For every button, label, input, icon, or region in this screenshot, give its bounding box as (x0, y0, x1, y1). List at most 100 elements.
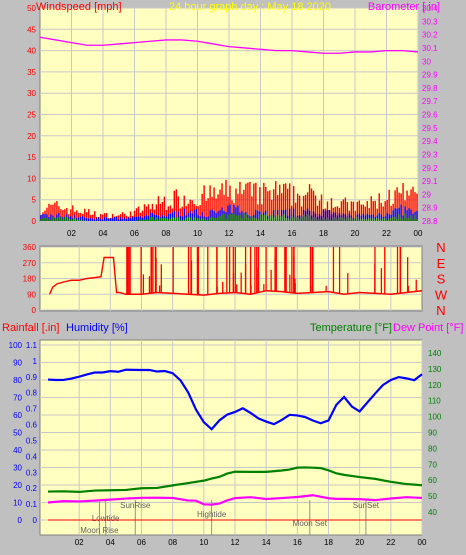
dewpoint-axis-label: Dew Point [°F] (393, 322, 463, 334)
humidity-tick-label: 0 (18, 516, 23, 525)
barometer-tick-label: 29.8 (422, 84, 438, 93)
temperature-tick-label: 50 (428, 492, 437, 501)
windspeed-axis-label: Windspeed [mph] (36, 1, 122, 13)
wind-direction-panel: 0 N 90 W 180 S 270 E 360 N (23, 240, 448, 318)
series-line-0 (47, 368, 423, 431)
wind-time-tick-label: 20 (351, 229, 360, 238)
humidity-tick-label: 80 (13, 376, 22, 385)
temperature-axis-label: Temperature [°F] (310, 322, 392, 334)
rainfall-tick-label: 0.8 (26, 389, 38, 398)
windspeed-tick-label: 15 (27, 153, 36, 162)
barometer-tick-label: 29.3 (422, 150, 438, 159)
temperature-tick-label: 40 (428, 508, 437, 517)
rainfall-tick-label: 0.1 (26, 500, 38, 509)
humidity-tick-label: 60 (13, 411, 22, 420)
temp-time-tick-label: 06 (137, 538, 146, 547)
temp-time-tick-label: 16 (293, 538, 302, 547)
humidity-axis-label: Humidity [%] (66, 322, 128, 334)
direction-series (48, 247, 423, 296)
barometer-tick-label: 29.5 (422, 124, 438, 133)
wind-time-tick-label: 02 (67, 229, 76, 238)
humidity-tick-label: 50 (13, 429, 22, 438)
temp-time-tick-label: 12 (231, 538, 240, 547)
barometer-tick-label: 29.6 (422, 111, 438, 120)
temp-time-tick-label: 08 (168, 538, 177, 547)
rainfall-axis-label: Rainfall [.in] (2, 322, 59, 334)
windspeed-tick-label: 40 (27, 47, 36, 56)
barometer-tick-label: 30.3 (422, 17, 438, 26)
rainfall-tick-label: 0.3 (26, 468, 38, 477)
temperature-tick-label: 110 (428, 397, 441, 406)
temp-time-tick-label: 18 (324, 538, 333, 547)
wind-barometer-panel: 0 5 10 15 20 25 30 35 40 45 50 28.8 28.9 29 29.1 29.2 29… (27, 1, 440, 238)
event-label: Moon Rise (80, 526, 119, 535)
barometer-tick-label: 29.1 (422, 177, 438, 186)
barometer-tick-label: 29.9 (422, 71, 438, 80)
rainfall-tick-label: 0 (33, 516, 38, 525)
direction-tick-label: 180 (23, 275, 37, 284)
humidity-tick-label: 10 (13, 499, 22, 508)
direction-tick-label: 270 (23, 259, 37, 268)
temp-time-tick-label: 22 (386, 538, 395, 547)
windspeed-tick-label: 50 (27, 4, 36, 13)
temperature-tick-label: 60 (428, 476, 437, 485)
barometer-tick-label: 30 (422, 57, 431, 66)
compass-label: E (437, 256, 446, 271)
rainfall-tick-label: 0.7 (26, 405, 38, 414)
rainfall-tick-label: 0.9 (26, 373, 38, 382)
temperature-tick-label: 130 (428, 365, 442, 374)
event-label: Moon Set (293, 519, 328, 528)
wind-time-tick-label: 04 (99, 229, 108, 238)
direction-tick-label: 360 (23, 243, 37, 252)
wind-direction-line (48, 256, 423, 296)
event-label: Hightide (197, 510, 227, 519)
wind-time-tick-label: 22 (382, 229, 391, 238)
event-label: Lowtide (92, 514, 120, 523)
humidity-tick-label: 90 (13, 359, 22, 368)
temp-time-tick-label: 20 (355, 538, 364, 547)
windspeed-tick-label: 35 (27, 68, 36, 77)
temperature-tick-label: 140 (428, 349, 442, 358)
temperature-tick-label: 120 (428, 381, 442, 390)
barometer-tick-label: 30.1 (422, 44, 438, 53)
barometer-tick-label: 30.4 (422, 4, 438, 13)
compass-label: N (436, 240, 445, 255)
wind-time-tick-label: 08 (162, 229, 171, 238)
event-label: SunRise (120, 501, 151, 510)
wind-time-tick-label: 06 (130, 229, 139, 238)
wind-time-tick-label: 18 (319, 229, 328, 238)
humidity-tick-label: 100 (9, 341, 23, 350)
barometer-axis-label: Barometer [ in] (368, 1, 440, 13)
wind-time-tick-label: 00 (414, 229, 423, 238)
barometer-tick-label: 28.9 (422, 204, 438, 213)
barometer-line (39, 36, 419, 54)
wind-series (39, 36, 419, 221)
humidity-tick-label: 40 (13, 446, 22, 455)
rainfall-tick-label: 0.6 (26, 421, 38, 430)
temp-ticks: 010203040506070809010000.10.20.30.40.50.… (9, 341, 442, 547)
direction-tick-label: 0 (32, 306, 37, 315)
direction-ticks: 0 N 90 W 180 S 270 E 360 N (23, 240, 448, 318)
wind-time-tick-label: 10 (193, 229, 202, 238)
humidity-tick-label: 30 (13, 464, 22, 473)
barometer-tick-label: 29.2 (422, 164, 438, 173)
temperature-tick-label: 90 (428, 429, 437, 438)
temp-series (47, 368, 423, 521)
windspeed-tick-label: 30 (27, 89, 36, 98)
temperature-tick-label: 80 (428, 444, 437, 453)
rainfall-tick-label: 0.4 (26, 452, 38, 461)
compass-label: N (436, 303, 445, 318)
compass-label: S (437, 272, 446, 287)
barometer-tick-label: 28.8 (422, 217, 438, 226)
windspeed-tick-label: 10 (27, 174, 36, 183)
wind-time-tick-label: 16 (288, 229, 297, 238)
barometer-tick-label: 29 (422, 190, 431, 199)
rainfall-tick-label: 1.1 (26, 341, 38, 350)
rainfall-tick-label: 0.2 (26, 484, 38, 493)
windspeed-tick-label: 25 (27, 111, 36, 120)
barometer-tick-label: 29.7 (422, 97, 438, 106)
wind-time-tick-label: 12 (225, 229, 234, 238)
